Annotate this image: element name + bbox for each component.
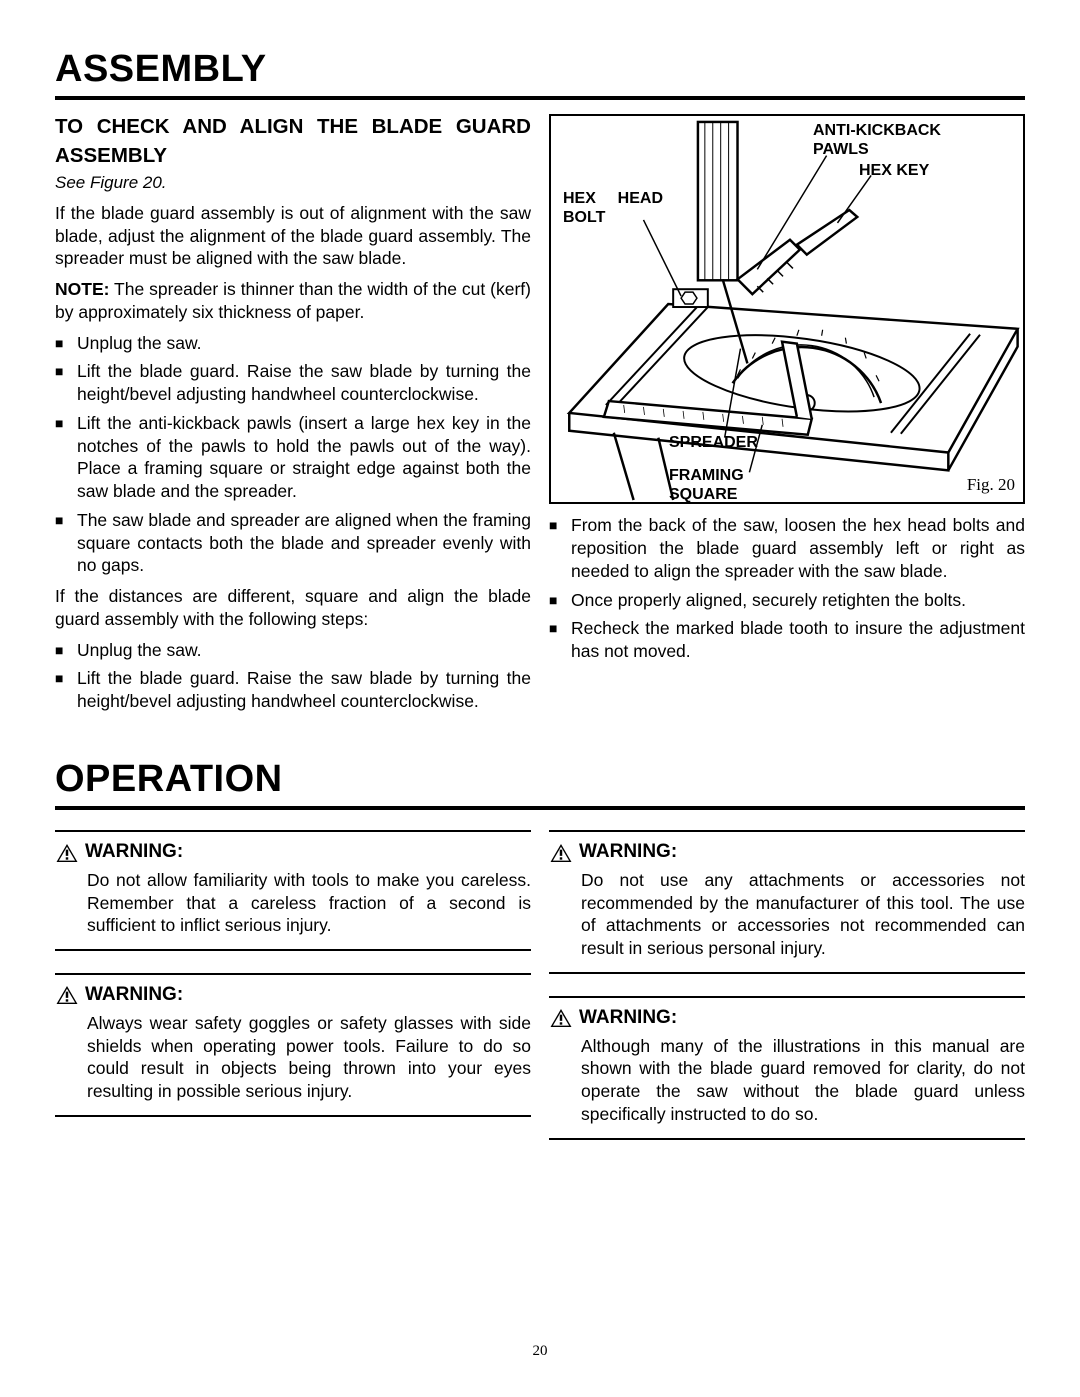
warning-icon bbox=[55, 843, 79, 863]
intro-para: If the blade guard assembly is out of al… bbox=[55, 202, 531, 270]
operation-columns: WARNING: Do not allow familiarity with t… bbox=[55, 830, 1025, 1161]
assembly-columns: TO CHECK AND ALIGN THE BLADE GUARD ASSEM… bbox=[55, 114, 1025, 720]
op-left-column: WARNING: Do not allow familiarity with t… bbox=[55, 830, 531, 1161]
label-framing-square: FRAMING SQUARE bbox=[669, 467, 759, 504]
label-spreader: SPREADER bbox=[669, 434, 758, 452]
warning-header: WARNING: bbox=[549, 1006, 1025, 1031]
sub-heading-l2: ASSEMBLY bbox=[55, 143, 531, 170]
warning-icon bbox=[549, 843, 573, 863]
warning-icon bbox=[55, 985, 79, 1005]
list-item: From the back of the saw, loosen the hex… bbox=[549, 514, 1025, 582]
warning-header: WARNING: bbox=[55, 840, 531, 865]
list-item: The saw blade and spreader are aligned w… bbox=[55, 509, 531, 577]
list-item: Recheck the marked blade tooth to insure… bbox=[549, 617, 1025, 663]
saw-diagram-svg bbox=[551, 116, 1023, 502]
see-figure-ref: See Figure 20. bbox=[55, 172, 531, 194]
warning-block: WARNING: Although many of the illustrati… bbox=[549, 996, 1025, 1140]
warning-header: WARNING: bbox=[549, 840, 1025, 865]
warning-icon bbox=[549, 1008, 573, 1028]
right-column: ANTI-KICKBACK PAWLS HEX KEY HEX HEAD BOL… bbox=[549, 114, 1025, 720]
warning-block: WARNING: Always wear safety goggles or s… bbox=[55, 973, 531, 1117]
steps-b-list: Unplug the saw. Lift the blade guard. Ra… bbox=[55, 639, 531, 713]
warning-text: Although many of the illustrations in th… bbox=[549, 1035, 1025, 1126]
list-item: Lift the anti-kickback pawls (insert a l… bbox=[55, 412, 531, 503]
sub-heading-l1: TO CHECK AND ALIGN THE BLADE GUARD bbox=[55, 114, 531, 141]
steps-a-list: Unplug the saw. Lift the blade guard. Ra… bbox=[55, 332, 531, 578]
figure-number: Fig. 20 bbox=[967, 474, 1015, 496]
list-item: Lift the blade guard. Raise the saw blad… bbox=[55, 667, 531, 713]
page-number: 20 bbox=[55, 1342, 1025, 1362]
list-item: Unplug the saw. bbox=[55, 332, 531, 355]
warning-title: WARNING: bbox=[85, 983, 183, 1008]
mid-para: If the distances are different, square a… bbox=[55, 585, 531, 631]
assembly-heading: ASSEMBLY bbox=[55, 45, 1025, 100]
warning-text: Do not allow familiarity with tools to m… bbox=[55, 869, 531, 937]
note-text: The spreader is thinner than the width o… bbox=[55, 279, 531, 322]
op-right-column: WARNING: Do not use any attachments or a… bbox=[549, 830, 1025, 1161]
list-item: Once properly aligned, securely retighte… bbox=[549, 589, 1025, 612]
note-label: NOTE: bbox=[55, 279, 109, 299]
warning-title: WARNING: bbox=[85, 840, 183, 865]
warning-block: WARNING: Do not use any attachments or a… bbox=[549, 830, 1025, 974]
steps-c-list: From the back of the saw, loosen the hex… bbox=[549, 514, 1025, 663]
warning-text: Always wear safety goggles or safety gla… bbox=[55, 1012, 531, 1103]
figure-20: ANTI-KICKBACK PAWLS HEX KEY HEX HEAD BOL… bbox=[549, 114, 1025, 504]
warning-title: WARNING: bbox=[579, 1006, 677, 1031]
operation-heading: OPERATION bbox=[55, 755, 1025, 810]
list-item: Unplug the saw. bbox=[55, 639, 531, 662]
list-item: Lift the blade guard. Raise the saw blad… bbox=[55, 360, 531, 406]
left-column: TO CHECK AND ALIGN THE BLADE GUARD ASSEM… bbox=[55, 114, 531, 720]
warning-text: Do not use any attachments or accessorie… bbox=[549, 869, 1025, 960]
warning-block: WARNING: Do not allow familiarity with t… bbox=[55, 830, 531, 951]
warning-title: WARNING: bbox=[579, 840, 677, 865]
warning-header: WARNING: bbox=[55, 983, 531, 1008]
note-para: NOTE: The spreader is thinner than the w… bbox=[55, 278, 531, 324]
label-hex-head-bolt: HEX HEAD BOLT bbox=[563, 190, 663, 227]
label-anti-kickback: ANTI-KICKBACK PAWLS bbox=[813, 122, 953, 159]
label-hex-key: HEX KEY bbox=[859, 162, 929, 180]
